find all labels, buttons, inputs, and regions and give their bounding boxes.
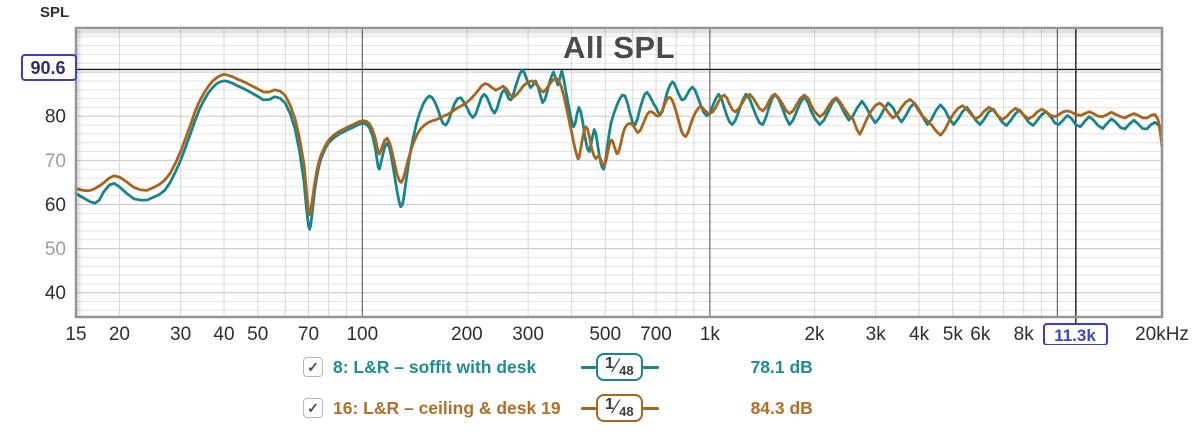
- x-tick-30: 30: [170, 324, 191, 345]
- y-tick-40: 40: [45, 283, 66, 304]
- y-tick-80: 80: [45, 107, 66, 128]
- trace-line-sample: [581, 406, 596, 410]
- cursor-db-readout: 78.1 dB: [750, 356, 813, 377]
- x-tick-2k: 2k: [804, 324, 825, 345]
- legend-row-trace-16[interactable]: ✓ 16: L&R – ceiling & desk 19 1 ⁄ 48 84.3 …: [303, 393, 813, 423]
- cursor-db-readout: 84.3 dB: [750, 397, 813, 418]
- smoothing-fraction-box: 1 ⁄ 48: [596, 353, 643, 381]
- trace-line-sample: [642, 406, 659, 410]
- x-tick-1k: 1k: [700, 324, 721, 345]
- x-tick-40: 40: [213, 324, 234, 345]
- frequency-response-traces: [74, 69, 1164, 231]
- legend-row-trace-8[interactable]: ✓ 8: L&R – soffit with desk 1 ⁄ 48 78.1 dB: [303, 352, 813, 382]
- trace-label: 16: L&R – ceiling & desk 19: [333, 397, 561, 418]
- trace-visibility-checkbox[interactable]: ✓: [303, 357, 323, 377]
- plot-area[interactable]: [76, 28, 1162, 317]
- x-tick-100: 100: [346, 324, 378, 345]
- trace-line-sample: [642, 365, 659, 369]
- x-tick-500: 500: [589, 324, 621, 345]
- x-tick-3k: 3k: [866, 324, 887, 345]
- trace-label: 8: L&R – soffit with desk: [333, 356, 537, 377]
- x-tick-6k: 6k: [970, 324, 991, 345]
- smoothing-fraction-box: 1 ⁄ 48: [596, 394, 643, 422]
- x-cursor-marker[interactable]: 11.3k: [1043, 323, 1108, 346]
- x-tick-300: 300: [512, 324, 544, 345]
- smoothing-control[interactable]: 1 ⁄ 48: [581, 353, 659, 381]
- x-tick-5k: 5k: [943, 324, 964, 345]
- y-tick-70: 70: [45, 151, 66, 172]
- y-cursor-marker[interactable]: 90.6: [21, 54, 77, 81]
- y-tick-60: 60: [45, 195, 66, 216]
- cursor-crosshair-lines: [76, 28, 1162, 330]
- x-tick-50: 50: [247, 324, 268, 345]
- y-axis-title: SPL: [40, 4, 69, 21]
- trace-16: [74, 72, 1164, 217]
- x-tick-70: 70: [298, 324, 319, 345]
- chart-title: All SPL: [563, 30, 675, 65]
- x-tick-700: 700: [640, 324, 672, 345]
- checkmark-icon: ✓: [307, 359, 319, 375]
- x-cursor-value: 11.3k: [1054, 326, 1096, 345]
- plot-frame: [74, 26, 1164, 319]
- x-tick-15: 15: [65, 324, 86, 345]
- x-tick-4k: 4k: [909, 324, 930, 345]
- trace-line-sample: [581, 365, 596, 369]
- smoothing-control[interactable]: 1 ⁄ 48: [581, 394, 659, 422]
- x-tick-20: 20: [109, 324, 130, 345]
- spl-chart: All SPL SPL 15 20 30 40 50 70 100 200 300 500 700 1…: [21, 4, 1189, 346]
- y-cursor-value: 90.6: [30, 58, 65, 78]
- checkmark-icon: ✓: [307, 400, 319, 416]
- x-tick-8k: 8k: [1014, 324, 1035, 345]
- y-tick-50: 50: [45, 239, 66, 260]
- x-tick-200: 200: [451, 324, 483, 345]
- x-tick-20kHz: 20kHz: [1135, 324, 1189, 345]
- trace-visibility-checkbox[interactable]: ✓: [303, 398, 323, 418]
